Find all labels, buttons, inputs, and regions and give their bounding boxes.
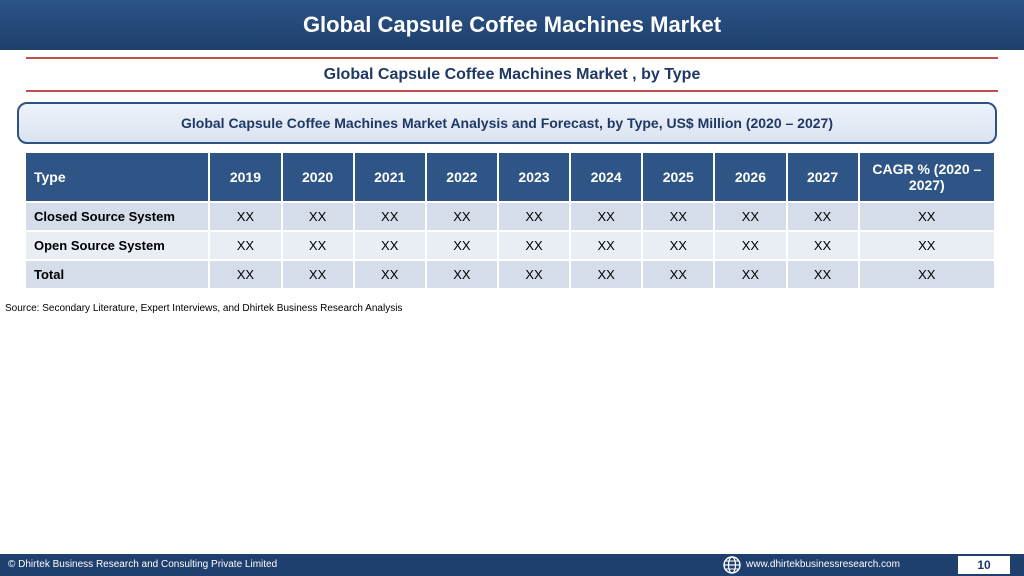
table-cell: XX (426, 232, 497, 259)
table-cell: XX (787, 203, 858, 230)
row-type-label: Open Source System (26, 232, 209, 259)
table-cell: XX (715, 232, 786, 259)
table-cell: XX (787, 232, 858, 259)
column-header-2027: 2027 (787, 153, 858, 201)
table-cell: XX (282, 261, 353, 288)
table-cell: XX (643, 261, 714, 288)
table-cell: XX (498, 261, 570, 288)
website-link[interactable]: www.dhirtekbusinessresearch.com (722, 555, 900, 575)
analysis-banner-text: Global Capsule Coffee Machines Market An… (181, 115, 833, 131)
website-text: www.dhirtekbusinessresearch.com (746, 559, 900, 570)
table-cell: XX (859, 232, 994, 259)
slide-header: Global Capsule Coffee Machines Market (0, 0, 1024, 50)
table-cell: XX (643, 203, 714, 230)
table-cell: XX (282, 203, 353, 230)
row-type-label: Closed Source System (26, 203, 209, 230)
market-table: Type 2019 2020 2021 2022 2023 2024 2025 … (24, 151, 996, 290)
column-header-cagr: CAGR % (2020 – 2027) (859, 153, 994, 201)
column-header-2019: 2019 (210, 153, 281, 201)
column-header-2021: 2021 (354, 153, 425, 201)
table-cell: XX (715, 261, 786, 288)
table-cell: XX (354, 261, 425, 288)
column-header-2020: 2020 (282, 153, 353, 201)
table-cell: XX (426, 261, 497, 288)
table-row: Open Source System XX XX XX XX XX XX XX … (26, 232, 994, 259)
table-header-row: Type 2019 2020 2021 2022 2023 2024 2025 … (26, 153, 994, 201)
globe-icon (723, 556, 741, 574)
table-cell: XX (787, 261, 858, 288)
table-row: Total XX XX XX XX XX XX XX XX XX XX (26, 261, 994, 288)
column-header-2025: 2025 (643, 153, 714, 201)
table-cell: XX (498, 232, 570, 259)
divider-bottom (26, 90, 998, 92)
slide-subtitle: Global Capsule Coffee Machines Market , … (323, 66, 701, 83)
copyright-text: © Dhirtek Business Research and Consulti… (8, 559, 278, 570)
table-cell: XX (282, 232, 353, 259)
table-cell: XX (643, 232, 714, 259)
table-cell: XX (715, 203, 786, 230)
table-cell: XX (859, 203, 994, 230)
slide-footer: © Dhirtek Business Research and Consulti… (0, 554, 1024, 576)
table-cell: XX (859, 261, 994, 288)
column-header-type: Type (26, 153, 209, 201)
column-header-2023: 2023 (498, 153, 570, 201)
column-header-2024: 2024 (571, 153, 642, 201)
divider-top (26, 57, 998, 59)
table-cell: XX (426, 203, 497, 230)
row-type-label: Total (26, 261, 209, 288)
table-cell: XX (210, 261, 281, 288)
table-cell: XX (354, 203, 425, 230)
table-cell: XX (571, 203, 642, 230)
table-cell: XX (498, 203, 570, 230)
column-header-2026: 2026 (715, 153, 786, 201)
table-cell: XX (571, 261, 642, 288)
analysis-banner: Global Capsule Coffee Machines Market An… (17, 102, 997, 144)
page-number: 10 (958, 556, 1010, 574)
slide-title: Global Capsule Coffee Machines Market (302, 12, 722, 37)
table-cell: XX (571, 232, 642, 259)
table-cell: XX (210, 203, 281, 230)
table-cell: XX (210, 232, 281, 259)
source-note: Source: Secondary Literature, Expert Int… (5, 303, 403, 314)
table-row: Closed Source System XX XX XX XX XX XX X… (26, 203, 994, 230)
column-header-2022: 2022 (426, 153, 497, 201)
table-cell: XX (354, 232, 425, 259)
